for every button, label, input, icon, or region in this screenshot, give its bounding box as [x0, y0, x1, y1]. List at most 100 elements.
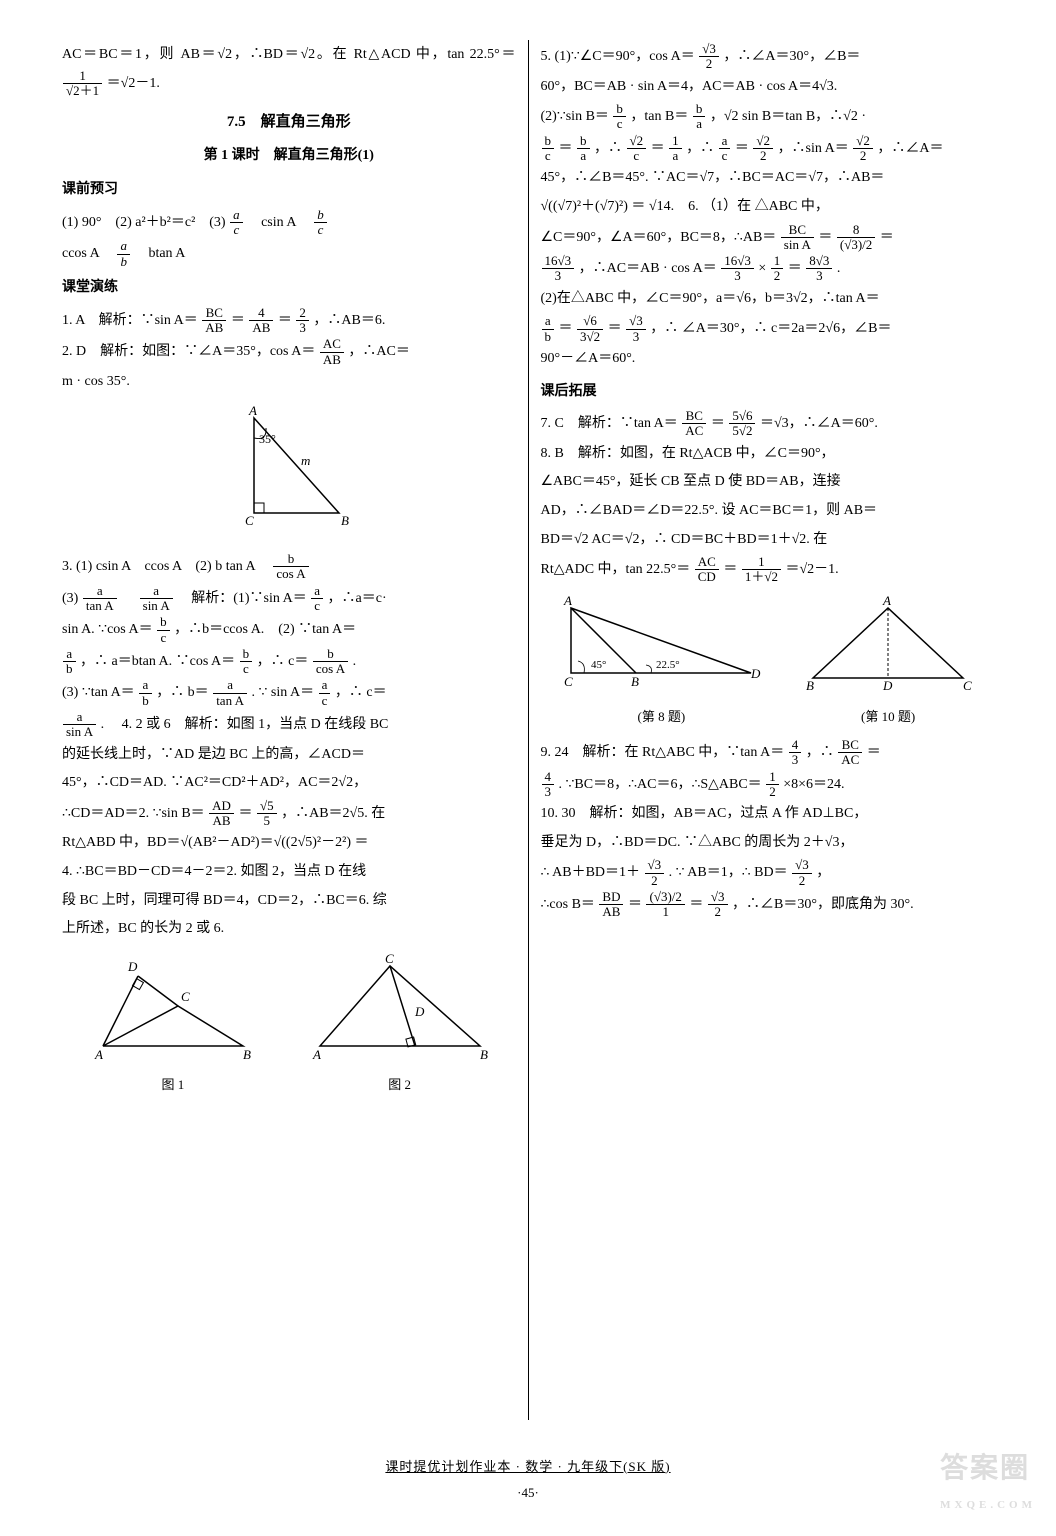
text: 9. 24 解析：在 Rt△ABC 中，∵tan A＝ — [541, 745, 785, 760]
frac: BCsin A — [781, 223, 814, 253]
text: 解析：(1)∵sin A＝ — [177, 591, 307, 606]
frac: bc — [314, 208, 327, 238]
figure-1: A B C D 图 1 — [83, 951, 263, 1098]
svg-text:B: B — [631, 674, 639, 689]
svg-text:45°: 45° — [591, 659, 606, 671]
text: 7. C 解析：∵tan A＝ — [541, 416, 678, 431]
preclass-row2: ccos A ab btan A — [62, 239, 516, 269]
left-column: AC＝BC＝1，则 AB＝√2，∴BD＝√2。在 Rt△ACD 中，tan 22… — [50, 40, 529, 1420]
frac: √32 — [699, 42, 719, 72]
text: (2)∵sin B＝ — [541, 109, 609, 124]
text: ＝ — [735, 141, 749, 156]
frac: ba — [577, 134, 590, 164]
frac: 16√33 — [721, 254, 754, 284]
text: 2. D 解析：如图：∵∠A＝35°，cos A＝ — [62, 344, 315, 359]
q5-l1: 5. (1)∵∠C＝90°，cos A＝ √32 ，∴∠A＝30°，∠B＝ — [541, 42, 995, 72]
text: (1) 90° (2) a²＋b²＝c² (3) — [62, 215, 229, 230]
svg-text:D: D — [750, 666, 761, 681]
text: ∴cos B＝ — [541, 897, 595, 912]
figure-q8: A C B D 45° 22.5° (第 8 题) — [556, 593, 766, 730]
fig8-caption: (第 8 题) — [556, 705, 766, 730]
svg-text:A: A — [563, 593, 572, 608]
svg-text:B: B — [480, 1047, 488, 1061]
text: ＝ — [559, 141, 573, 156]
frac: √22 — [753, 134, 773, 164]
svg-text:D: D — [882, 678, 893, 693]
frac: 12 — [771, 254, 784, 284]
frac: 4AB — [249, 306, 273, 336]
text: . ∵ AB＝1，∴ BD＝ — [669, 865, 788, 880]
frac: √55 — [257, 799, 277, 829]
frac: ac — [311, 584, 323, 614]
frac: ac — [230, 208, 243, 238]
svg-text:D: D — [127, 959, 138, 974]
text: ，∴sin A＝ — [778, 141, 849, 156]
text: csin A — [247, 215, 310, 230]
q4-l3: 45°，∴CD＝AD. ∵AC²＝CD²＋AD²，AC＝2√2， — [62, 770, 516, 797]
frac: BDAB — [599, 890, 623, 920]
text: ，∴AC＝ — [348, 344, 409, 359]
frac: bc — [157, 615, 170, 645]
watermark: 答案圈 MXQE.COM — [940, 1442, 1036, 1516]
q8-l1: 8. B 解析：如图，在 Rt△ACB 中，∠C＝90°， — [541, 441, 995, 468]
figure-q10: A B C D (第 10 题) — [798, 593, 978, 730]
heading-inclass: 课堂演练 — [62, 275, 516, 302]
svg-text:D: D — [414, 1004, 425, 1019]
heading-preclass: 课前预习 — [62, 177, 516, 204]
svg-text:A: A — [248, 403, 257, 418]
q2: 2. D 解析：如图：∵∠A＝35°，cos A＝ ACAB ，∴AC＝ — [62, 337, 516, 367]
frac: bc — [542, 134, 555, 164]
frac: asin A — [63, 710, 96, 740]
figure-row-q8-q10: A C B D 45° 22.5° (第 8 题) A B C — [541, 593, 995, 730]
text: ＝ — [723, 562, 737, 577]
text: ，∴ c＝ — [257, 654, 309, 669]
frac: 1a — [669, 134, 682, 164]
frac: BCAC — [838, 738, 862, 768]
figure-row-q4: A B C D 图 1 A B C D 图 2 — [62, 951, 516, 1098]
q5-l4: bc ＝ ba ，∴ √2c ＝ 1a ，∴ ac ＝ √22 ，∴sin A＝… — [541, 134, 995, 164]
text: ＝ — [628, 897, 642, 912]
text: ＝ — [711, 416, 725, 431]
text: ＝√3，∴∠A＝60°. — [760, 416, 878, 431]
fig2-caption: 图 2 — [305, 1073, 495, 1098]
text: ，∴b＝ccos A. (2) ∵tan A＝ — [174, 622, 356, 637]
frac: BCAC — [682, 409, 706, 439]
text: ×8×6＝24. — [783, 777, 844, 792]
frac: ACAB — [320, 337, 344, 367]
q3-line3: sin A. ∵cos A＝ bc ，∴b＝ccos A. (2) ∵tan A… — [62, 615, 516, 645]
q6-l1: 16√33 ，∴AC＝AB · cos A＝ 16√33 × 12 ＝ 8√33… — [541, 254, 995, 284]
text: ＝ — [867, 745, 881, 760]
frac: ACCD — [695, 555, 719, 585]
text: ，tan B＝ — [630, 109, 688, 124]
text: btan A — [134, 246, 185, 261]
heading-afterclass: 课后拓展 — [541, 379, 995, 406]
text: ，∴ c＝ — [335, 685, 387, 700]
svg-text:C: C — [963, 678, 972, 693]
svg-text:B: B — [806, 678, 814, 693]
q4-l5: Rt△ABD 中，BD＝√(AB²－AD²)＝√((2√5)²－2²) ＝ — [62, 830, 516, 857]
frac: BCAB — [202, 306, 226, 336]
text: Rt△ADC 中，tan 22.5°＝ — [541, 562, 691, 577]
text: ∴CD＝AD＝2. ∵sin B＝ — [62, 806, 205, 821]
q3-line2: (3) atan A asin A 解析：(1)∵sin A＝ ac ，∴a＝c… — [62, 584, 516, 614]
q8-l3: AD，∴∠BAD＝∠D＝22.5°. 设 AC＝BC＝1，则 AB＝ — [541, 498, 995, 525]
text: 3. (1) csin A ccos A (2) b tan A — [62, 559, 269, 574]
text: ＝ — [788, 261, 802, 276]
q3-line5: (3) ∵tan A＝ ab ，∴ b＝ atan A . ∵ sin A＝ a… — [62, 678, 516, 708]
fig10-caption: (第 10 题) — [798, 705, 978, 730]
text: ，∴ — [594, 141, 622, 156]
frac: ab — [63, 647, 76, 677]
q4-l7: 段 BC 上时，同理可得 BD＝4，CD＝2，∴BC＝6. 综 — [62, 888, 516, 915]
text: ＝ — [231, 313, 245, 328]
text: ＝ — [818, 230, 832, 245]
svg-text:A: A — [94, 1047, 103, 1061]
frac: √32 — [792, 858, 812, 888]
q8-l2: ∠ABC＝45°，延长 CB 至点 D 使 BD＝AB，连接 — [541, 469, 995, 496]
q8-l5: Rt△ADC 中，tan 22.5°＝ ACCD ＝ 11＋√2 ＝√2－1. — [541, 555, 995, 585]
frac: ac — [319, 678, 331, 708]
frac: 43 — [542, 770, 555, 800]
text: 1. A 解析：∵sin A＝ — [62, 313, 198, 328]
frac: 11＋√2 — [742, 555, 781, 585]
q9-l1: 9. 24 解析：在 Rt△ABC 中，∵tan A＝ 43 ，∴ BCAC ＝ — [541, 738, 995, 768]
page-columns: AC＝BC＝1，则 AB＝√2，∴BD＝√2。在 Rt△ACD 中，tan 22… — [50, 40, 1006, 1420]
